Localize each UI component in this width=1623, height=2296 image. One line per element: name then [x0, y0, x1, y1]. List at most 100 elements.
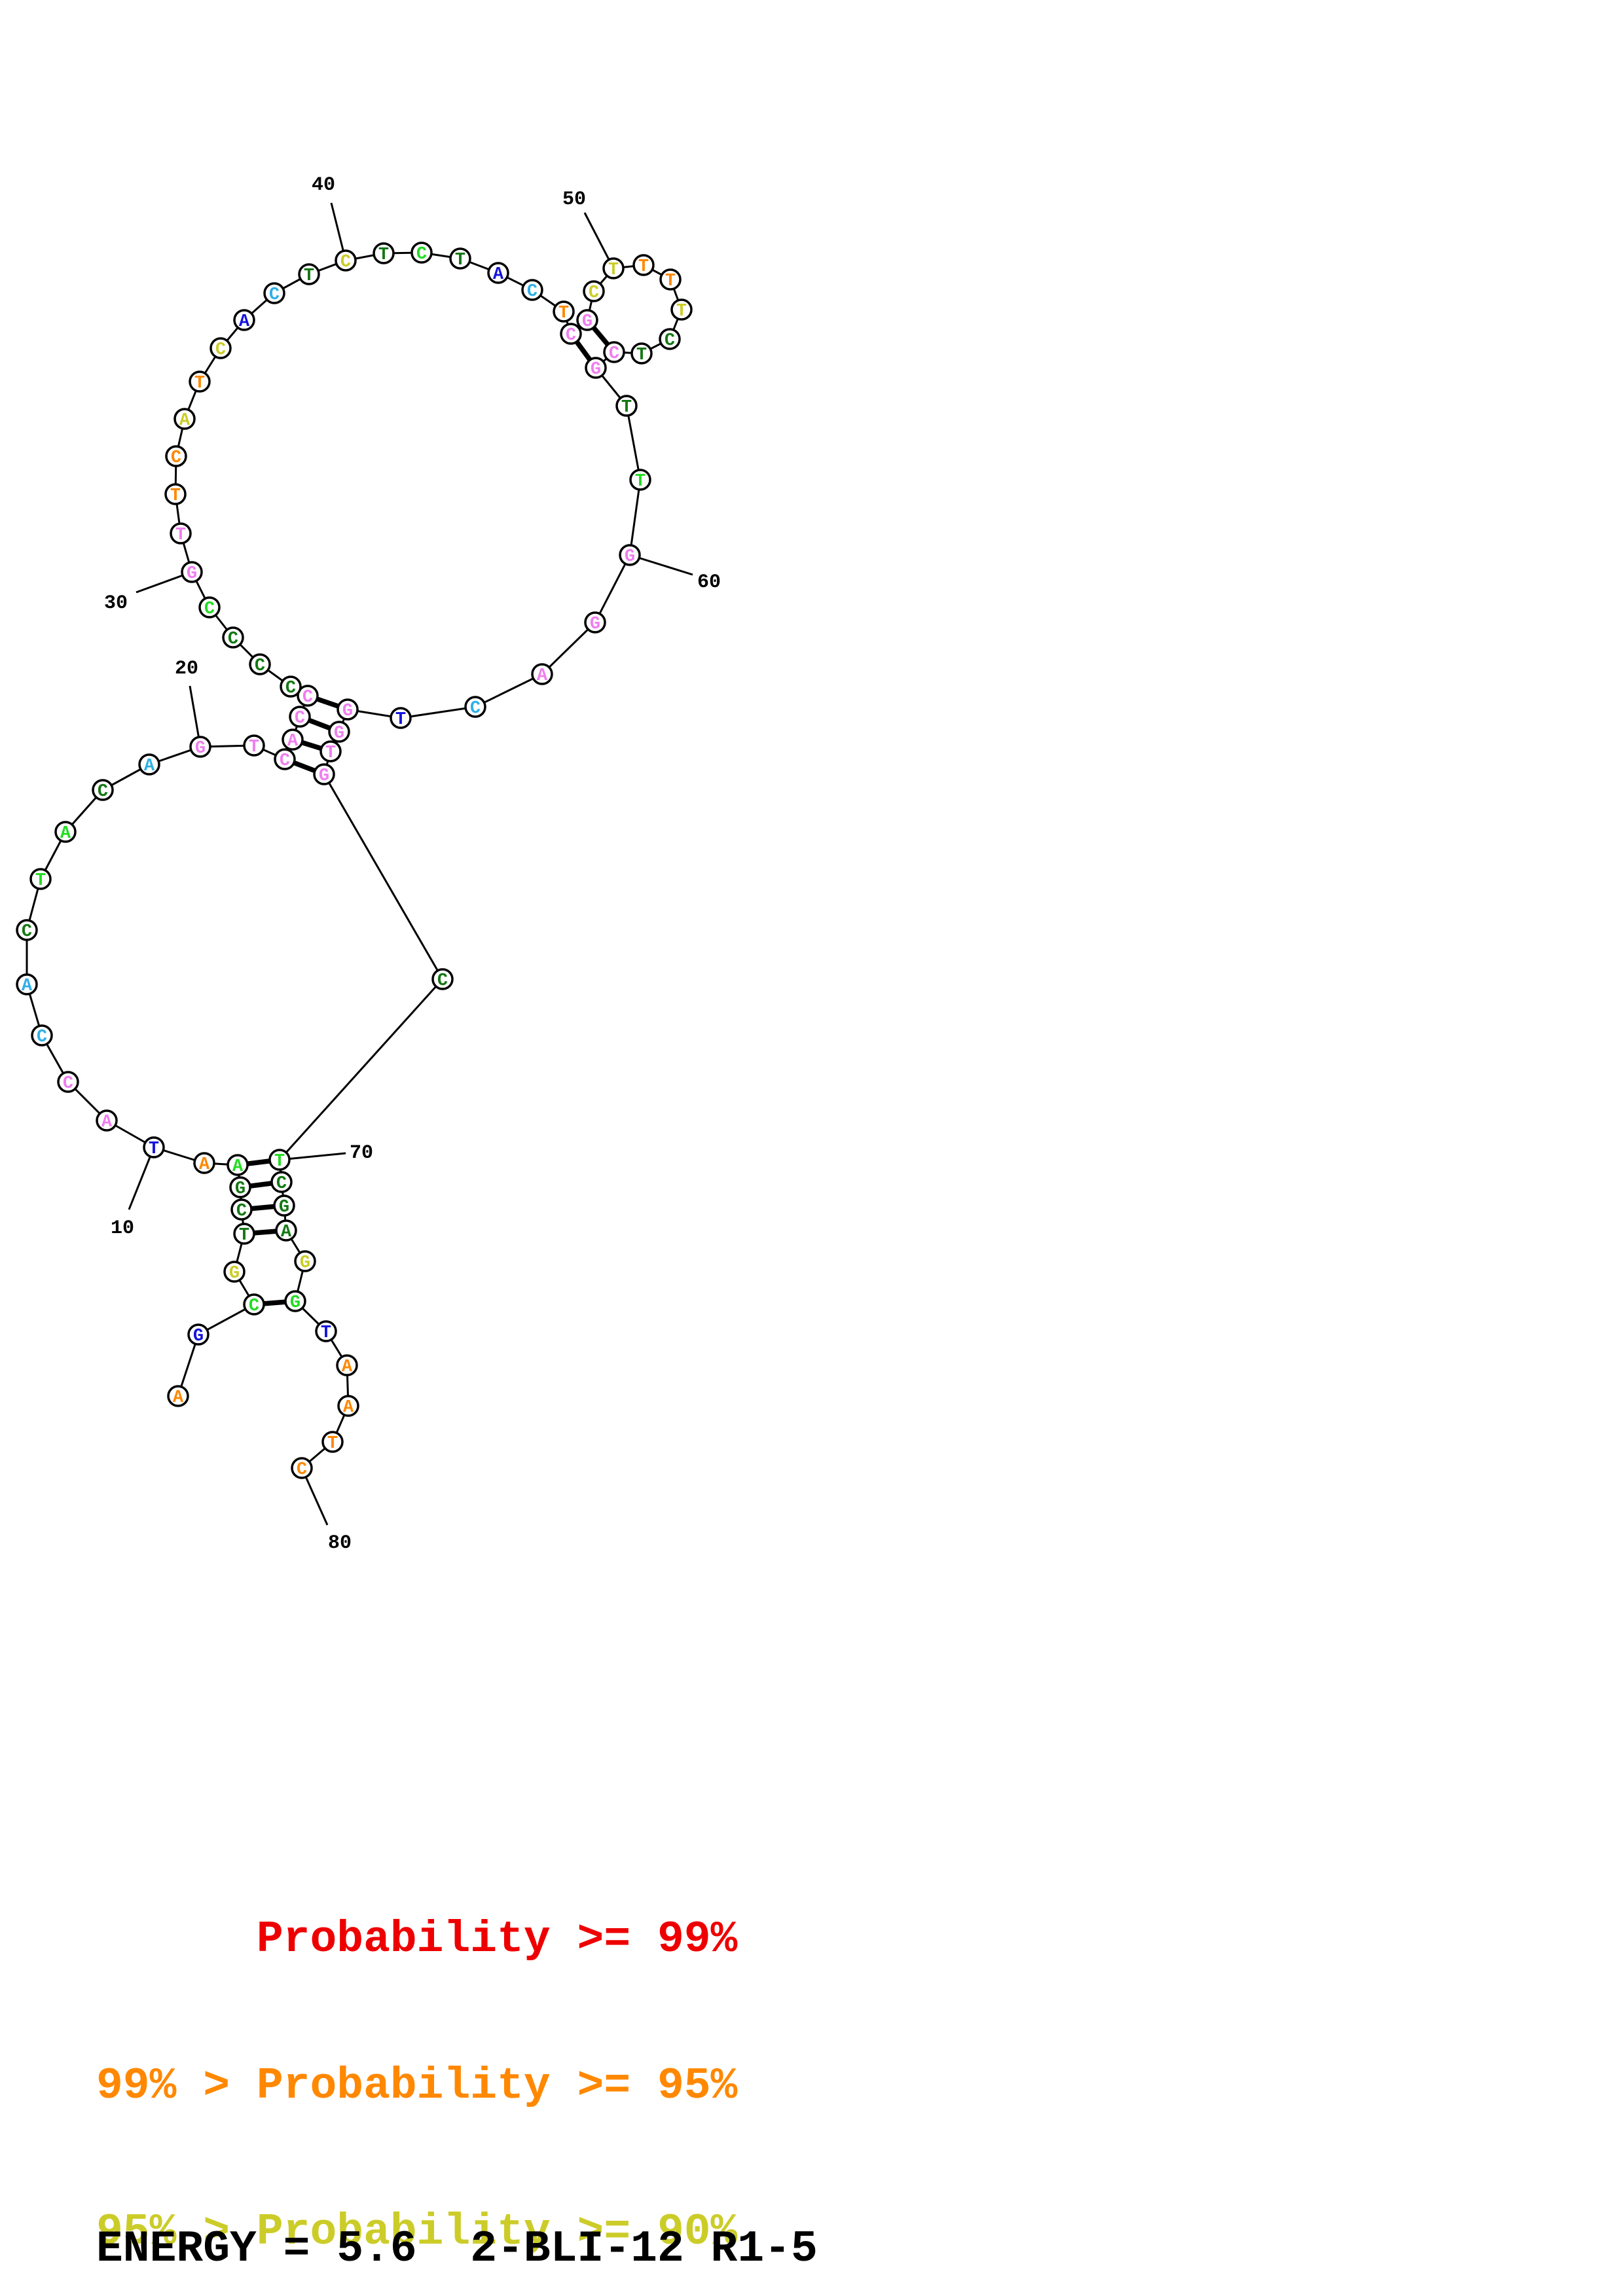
nucleotide-77-circle — [336, 1354, 358, 1376]
nucleotide-52-base: T — [665, 272, 676, 291]
backbone-segment — [475, 673, 543, 708]
nucleotide-48-circle — [576, 309, 598, 331]
position-label-70: 70 — [350, 1142, 373, 1164]
nucleotide-65-circle — [337, 698, 359, 721]
nucleotide-3-base: C — [249, 1297, 259, 1316]
nucleotide-45-base: C — [527, 282, 538, 302]
nucleotide-1-base: A — [173, 1388, 184, 1408]
nucleotide-12-base: C — [63, 1074, 73, 1094]
nucleotide-32-base: T — [170, 486, 181, 506]
nucleotide-67-base: T — [325, 744, 336, 763]
nucleotide-56-base: C — [609, 344, 619, 364]
nucleotide-49-base: C — [589, 283, 599, 303]
nucleotide-42-circle — [410, 242, 433, 264]
nucleotide-19-base: A — [144, 757, 155, 776]
nucleotide-72-base: G — [279, 1198, 289, 1217]
nucleotide-5-circle — [233, 1223, 255, 1245]
nucleotide-21-circle — [243, 734, 265, 757]
nucleotide-51-circle — [632, 254, 655, 276]
nucleotide-39-circle — [298, 263, 320, 285]
nucleotide-80-circle — [291, 1457, 313, 1479]
nucleotide-29-circle — [198, 596, 221, 619]
nucleotide-78-base: A — [343, 1398, 354, 1418]
nucleotide-28-circle — [222, 626, 244, 649]
nucleotide-18-circle — [92, 779, 114, 801]
nucleotide-16-base: T — [35, 871, 46, 891]
nucleotide-14-circle — [16, 973, 38, 996]
nucleotide-38-base: C — [269, 285, 280, 305]
nucleotide-33-circle — [165, 445, 187, 467]
nucleotide-58-circle — [615, 395, 638, 417]
nucleotide-78-circle — [337, 1395, 359, 1417]
nucleotide-15-circle — [16, 919, 38, 941]
nucleotide-15-base: C — [22, 922, 32, 942]
nucleotide-68-base: G — [319, 766, 329, 786]
nucleotide-65-base: G — [342, 702, 353, 721]
nucleotide-59-circle — [629, 469, 651, 491]
nucleotide-52-circle — [659, 268, 682, 291]
nucleotide-10-base: T — [149, 1139, 159, 1159]
nucleotide-38-circle — [263, 282, 285, 304]
nucleotide-46-circle — [553, 300, 575, 323]
nucleotide-3-circle — [243, 1293, 265, 1316]
nucleotide-2-circle — [187, 1323, 210, 1346]
position-label-80: 80 — [328, 1532, 352, 1554]
nucleotide-26-base: C — [285, 679, 296, 698]
nucleotide-64-circle — [390, 707, 412, 729]
nucleotide-23-circle — [282, 728, 304, 751]
nucleotide-2-base: G — [193, 1327, 204, 1346]
nucleotide-34-circle — [173, 408, 196, 430]
nucleotide-22-circle — [274, 748, 296, 770]
position-label-30: 30 — [104, 592, 128, 615]
nucleotide-73-circle — [275, 1219, 297, 1242]
nucleotide-23-base: A — [287, 732, 299, 751]
nucleotide-37-base: A — [239, 312, 250, 332]
nucleotide-53-circle — [670, 298, 693, 321]
nucleotide-4-circle — [223, 1261, 246, 1283]
nucleotide-59-base: T — [635, 472, 646, 492]
legend-row-p90: 95% > Probability >= 90% — [96, 2207, 738, 2257]
nucleotide-62-circle — [531, 663, 553, 685]
legend-row-p99: Probability >= 99% — [96, 1914, 738, 1965]
nucleotide-24-circle — [289, 706, 311, 728]
position-label-line — [629, 554, 693, 576]
nucleotide-35-circle — [189, 370, 211, 393]
nucleotide-21-base: T — [249, 738, 259, 757]
nucleotide-56-circle — [603, 341, 625, 363]
nucleotide-6-base: C — [236, 1202, 247, 1221]
nucleotide-66-circle — [328, 721, 350, 743]
nucleotide-66-base: G — [334, 724, 344, 744]
nucleotide-63-circle — [464, 696, 486, 718]
nucleotide-69-circle — [431, 968, 454, 990]
position-label-20: 20 — [175, 658, 198, 680]
nucleotide-35-base: T — [194, 374, 205, 393]
nucleotide-74-circle — [294, 1250, 316, 1272]
nucleotide-41-base: T — [378, 245, 389, 265]
nucleotide-57-base: G — [591, 360, 601, 380]
nucleotide-10-circle — [143, 1136, 165, 1158]
nucleotide-28-base: C — [228, 630, 238, 649]
nucleotide-26-circle — [280, 675, 302, 698]
nucleotide-48-base: G — [582, 312, 593, 332]
nucleotide-11-circle — [96, 1109, 118, 1132]
nucleotide-43-base: T — [455, 251, 465, 270]
nucleotide-61-circle — [584, 611, 606, 634]
nucleotide-12-circle — [57, 1071, 79, 1093]
nucleotide-7-circle — [229, 1176, 251, 1198]
nucleotide-51-base: T — [638, 257, 649, 277]
position-label-10: 10 — [111, 1217, 134, 1240]
nucleotide-5-base: T — [239, 1226, 249, 1246]
backbone-segment — [400, 706, 476, 719]
nucleotide-75-base: G — [290, 1293, 301, 1313]
nucleotide-29-base: C — [204, 600, 215, 619]
nucleotide-8-circle — [227, 1154, 249, 1176]
backbone-segment — [629, 479, 642, 556]
nucleotide-22-base: C — [280, 751, 290, 771]
nucleotide-9-circle — [193, 1152, 215, 1174]
position-label-50: 50 — [562, 188, 586, 211]
nucleotide-30-base: G — [187, 564, 197, 584]
nucleotide-70-base: T — [274, 1152, 285, 1172]
nucleotide-20-circle — [189, 736, 211, 758]
